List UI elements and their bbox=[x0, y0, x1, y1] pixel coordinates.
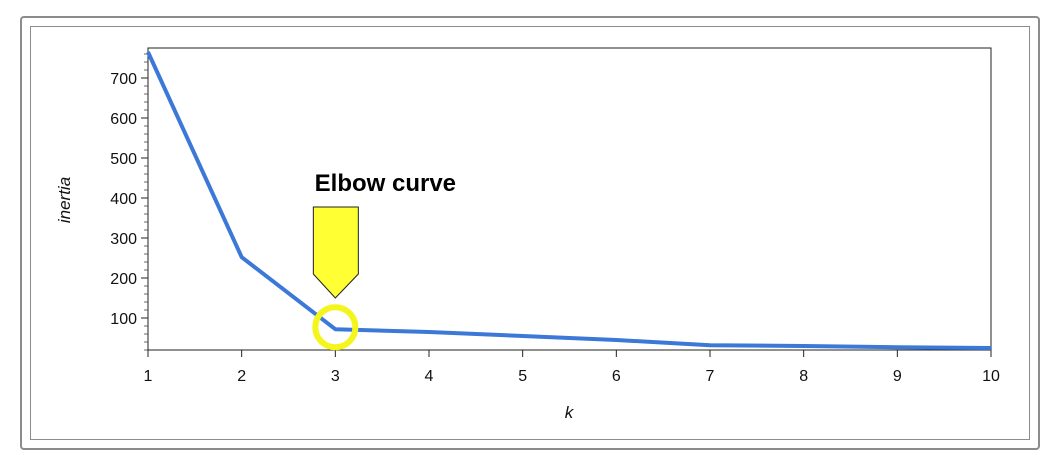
y-tick-label: 200 bbox=[110, 271, 137, 288]
x-tick-label: 1 bbox=[144, 368, 153, 385]
x-tick-label: 4 bbox=[425, 368, 434, 385]
y-tick-label: 100 bbox=[110, 311, 137, 328]
y-axis-label: inertia bbox=[55, 177, 74, 223]
x-tick-label: 9 bbox=[893, 368, 902, 385]
y-tick-label: 700 bbox=[110, 71, 137, 88]
plot-area bbox=[147, 47, 992, 351]
x-axis: 1 2 3 4 5 6 7 8 9 10 bbox=[144, 350, 1000, 385]
y-tick-label: 300 bbox=[110, 231, 137, 248]
inertia-line bbox=[146, 51, 992, 350]
x-tick-label: 3 bbox=[331, 368, 340, 385]
y-tick-label: 500 bbox=[110, 151, 137, 168]
y-axis: 100 200 300 400 500 600 700 bbox=[110, 71, 148, 328]
x-tick-label: 8 bbox=[799, 368, 808, 385]
y-tick-label: 600 bbox=[110, 111, 137, 128]
outer-frame bbox=[20, 16, 1040, 450]
arrow-down-icon bbox=[312, 206, 359, 299]
x-tick-label: 7 bbox=[706, 368, 715, 385]
x-tick-label: 2 bbox=[237, 368, 246, 385]
annotation-label: Elbow curve bbox=[315, 170, 456, 197]
inner-frame bbox=[30, 26, 1030, 440]
y-minor-ticks bbox=[144, 53, 148, 351]
x-tick-label: 10 bbox=[982, 368, 1000, 385]
x-tick-label: 6 bbox=[612, 368, 621, 385]
x-tick-label: 5 bbox=[518, 368, 527, 385]
x-axis-label: k bbox=[565, 403, 575, 422]
y-tick-label: 400 bbox=[110, 191, 137, 208]
annotation-group: Elbow curve bbox=[312, 170, 456, 351]
elbow-highlight-circle bbox=[312, 304, 359, 351]
